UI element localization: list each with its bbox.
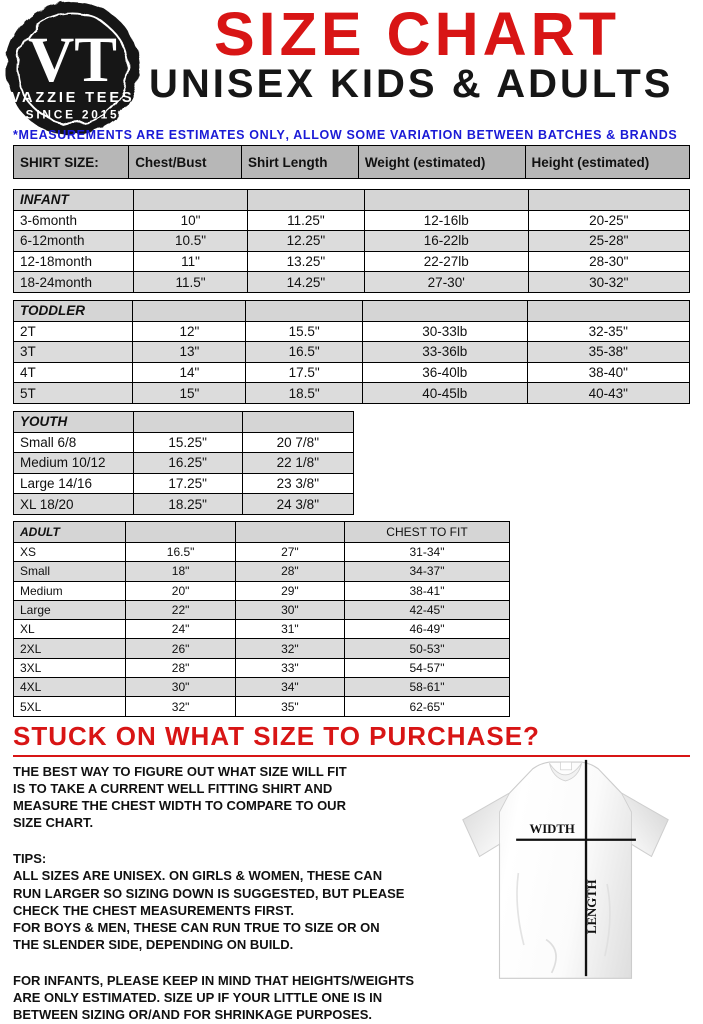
svg-text:WIDTH: WIDTH <box>529 822 574 836</box>
svg-text:LENGTH: LENGTH <box>585 879 599 934</box>
svg-text:VAZZIE TEES: VAZZIE TEES <box>11 90 135 106</box>
svg-text:VT: VT <box>28 24 117 95</box>
svg-text:SINCE 2015: SINCE 2015 <box>26 108 120 122</box>
